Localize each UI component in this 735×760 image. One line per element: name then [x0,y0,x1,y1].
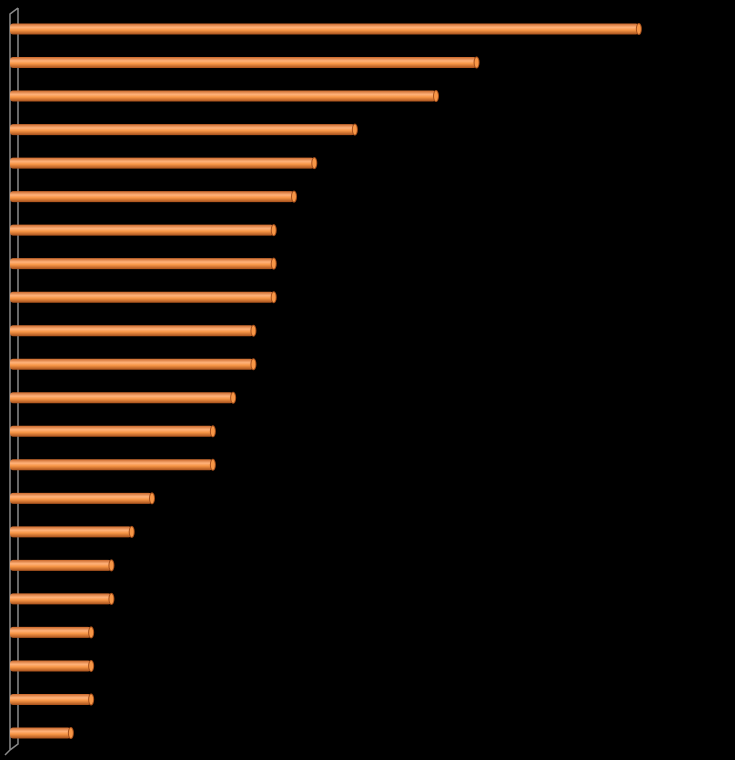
bar-cap [311,157,318,170]
bar-cap [473,56,480,69]
bar [10,593,112,605]
bar-cap [433,90,439,103]
bar-cap [108,592,115,605]
bar [10,325,254,337]
bar-cap [88,659,95,672]
bar [10,392,234,404]
bar [10,157,315,169]
bar-cap [270,224,277,237]
bar [10,291,274,303]
bar [10,124,355,136]
bar [10,425,213,437]
bar-cap [209,458,216,471]
bar [10,492,152,504]
bar [10,224,274,236]
bar [10,191,294,203]
category-axis [4,7,19,756]
bar-cap [351,123,358,136]
bar-cap [230,391,237,404]
bar [10,559,112,571]
bar [10,57,477,69]
bar-cap [149,492,155,505]
bar-cap [250,358,257,371]
bar [10,459,213,471]
bar [10,693,92,705]
bar-cap [67,727,74,739]
bar [10,526,132,538]
bar [10,23,639,35]
bar-cap [250,324,257,337]
bar [10,727,71,739]
bar-cap [88,626,95,639]
bar-cap [270,291,277,304]
bar [10,90,436,102]
bar-cap [128,525,135,538]
bar [10,626,92,638]
bar [10,258,274,270]
bar [10,660,92,672]
bar-cap [270,257,277,270]
bar-cap [635,23,642,35]
bar-cap [291,190,297,203]
bar-cap [88,693,95,706]
bar [10,358,254,370]
bar-cap [209,425,216,438]
bar-cap [108,559,115,572]
